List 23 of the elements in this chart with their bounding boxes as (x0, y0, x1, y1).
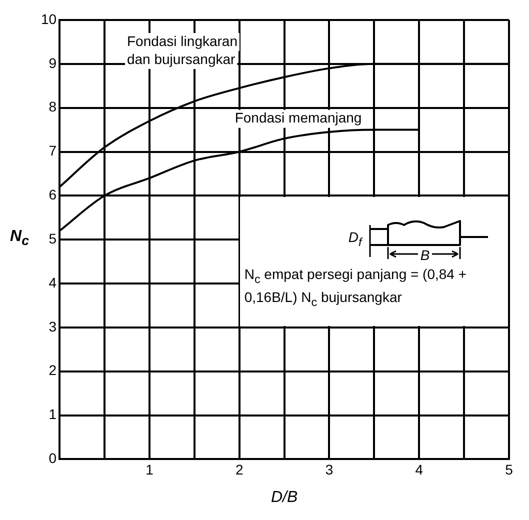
x-tick-label: 1 (146, 461, 154, 478)
annotation: N$_{c}$ empat persegi panjang = (0,84 + 0,16B/L) N$_{c}$ bujursangkar (244, 264, 468, 312)
y-tick-label: 1 (48, 406, 57, 422)
y-tick-label: 0 (48, 450, 57, 466)
y-tick-label: 9 (48, 54, 57, 71)
x-tick-label: 5 (505, 461, 514, 478)
annotation: B (418, 246, 432, 263)
y-tick-label: 6 (48, 186, 57, 203)
x-tick-label: 4 (415, 461, 424, 478)
x-axis-title: D/B (270, 489, 299, 508)
y-tick-label: 3 (48, 318, 57, 334)
series-label: Fondasi memanjang (234, 110, 362, 126)
series-label: Fondasi lingkaran dan bujursangkar (126, 32, 238, 67)
x-tick-label: 2 (235, 461, 244, 478)
y-tick-label: 7 (48, 142, 57, 159)
y-axis-title: N$_{c}$ (10, 228, 29, 248)
y-tick-label: 4 (48, 274, 57, 290)
annotation: D$_{f}$ (348, 228, 362, 248)
y-tick-label: 5 (48, 230, 57, 246)
y-tick-label: 10 (40, 10, 57, 27)
y-tick-label: 2 (48, 362, 57, 378)
x-tick-label: 3 (325, 461, 334, 478)
y-tick-label: 8 (48, 98, 57, 115)
